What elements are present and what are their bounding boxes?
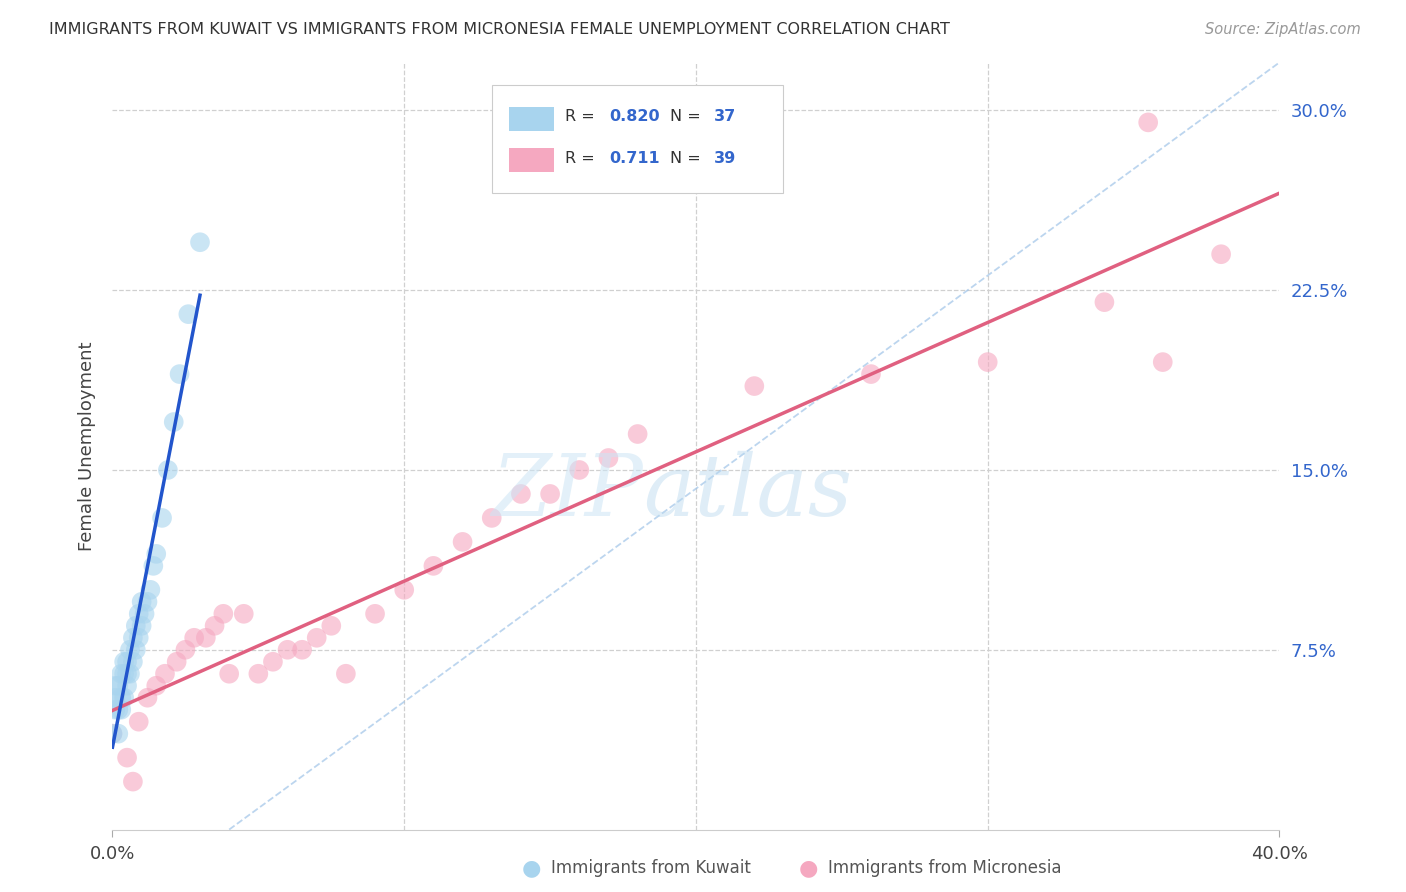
Point [101,726,124,740]
Point [131,619,153,633]
Point [128,631,150,645]
Point [153,666,176,681]
Point [134,607,156,621]
Point [174,642,197,657]
Point [112,666,135,681]
Point [422,558,444,573]
Point [218,666,240,681]
Point [115,679,138,693]
Point [118,642,141,657]
Point [145,547,167,561]
Point [115,655,138,669]
Point [115,750,138,764]
Point [183,631,205,645]
Text: ZIP: ZIP [492,450,644,533]
Point [128,714,150,729]
Text: R =: R = [565,151,605,166]
Point [364,607,387,621]
Point [1137,115,1160,129]
Point [1152,355,1174,369]
Text: ●: ● [799,858,818,878]
Point [291,642,314,657]
Point [169,367,191,381]
Text: 37: 37 [713,110,735,124]
Text: 39: 39 [713,151,735,166]
Point [150,511,173,525]
Point [125,642,148,657]
Point [104,679,127,693]
Point [110,666,132,681]
Point [136,595,159,609]
Point [163,415,186,429]
Point [122,774,145,789]
Point [976,355,998,369]
Point [131,595,153,609]
Point [212,607,235,621]
Point [110,690,132,705]
Point [568,463,591,477]
Point [177,307,200,321]
Text: N =: N = [671,151,706,166]
Point [627,427,650,442]
Bar [509,107,554,131]
Text: R =: R = [565,110,600,124]
Y-axis label: Female Unemployment: Female Unemployment [77,342,96,550]
Point [125,619,148,633]
Point [451,535,474,549]
Point [156,463,179,477]
Point [538,487,561,501]
Text: Immigrants from Kuwait: Immigrants from Kuwait [551,859,751,877]
Point [166,655,188,669]
Point [194,631,217,645]
Point [321,619,343,633]
Point [232,607,254,621]
Point [188,235,211,250]
Point [262,655,284,669]
Point [247,666,270,681]
Text: N =: N = [671,110,706,124]
Point [118,666,141,681]
Point [394,582,416,597]
Point [305,631,328,645]
Point [139,582,162,597]
Point [110,703,132,717]
Text: ●: ● [522,858,541,878]
Point [204,619,226,633]
Text: 0.711: 0.711 [610,151,661,166]
Point [598,450,620,465]
Point [122,655,145,669]
Point [481,511,503,525]
Point [112,655,135,669]
Point [145,679,167,693]
Point [1094,295,1116,310]
Point [112,690,135,705]
Text: Source: ZipAtlas.com: Source: ZipAtlas.com [1205,22,1361,37]
Point [509,487,531,501]
Point [101,726,124,740]
Point [128,607,150,621]
Point [107,726,129,740]
Text: IMMIGRANTS FROM KUWAIT VS IMMIGRANTS FROM MICRONESIA FEMALE UNEMPLOYMENT CORRELA: IMMIGRANTS FROM KUWAIT VS IMMIGRANTS FRO… [49,22,950,37]
Point [115,666,138,681]
Point [107,679,129,693]
Point [104,690,127,705]
Text: Immigrants from Micronesia: Immigrants from Micronesia [828,859,1062,877]
Point [104,703,127,717]
Point [742,379,765,393]
Point [1209,247,1232,261]
Point [335,666,357,681]
Point [107,703,129,717]
Text: atlas: atlas [644,450,852,533]
Point [860,367,883,381]
Point [142,558,165,573]
Point [136,690,159,705]
Point [276,642,298,657]
Point [122,631,145,645]
Text: 0.820: 0.820 [610,110,661,124]
FancyBboxPatch shape [492,86,783,193]
Bar [509,147,554,172]
